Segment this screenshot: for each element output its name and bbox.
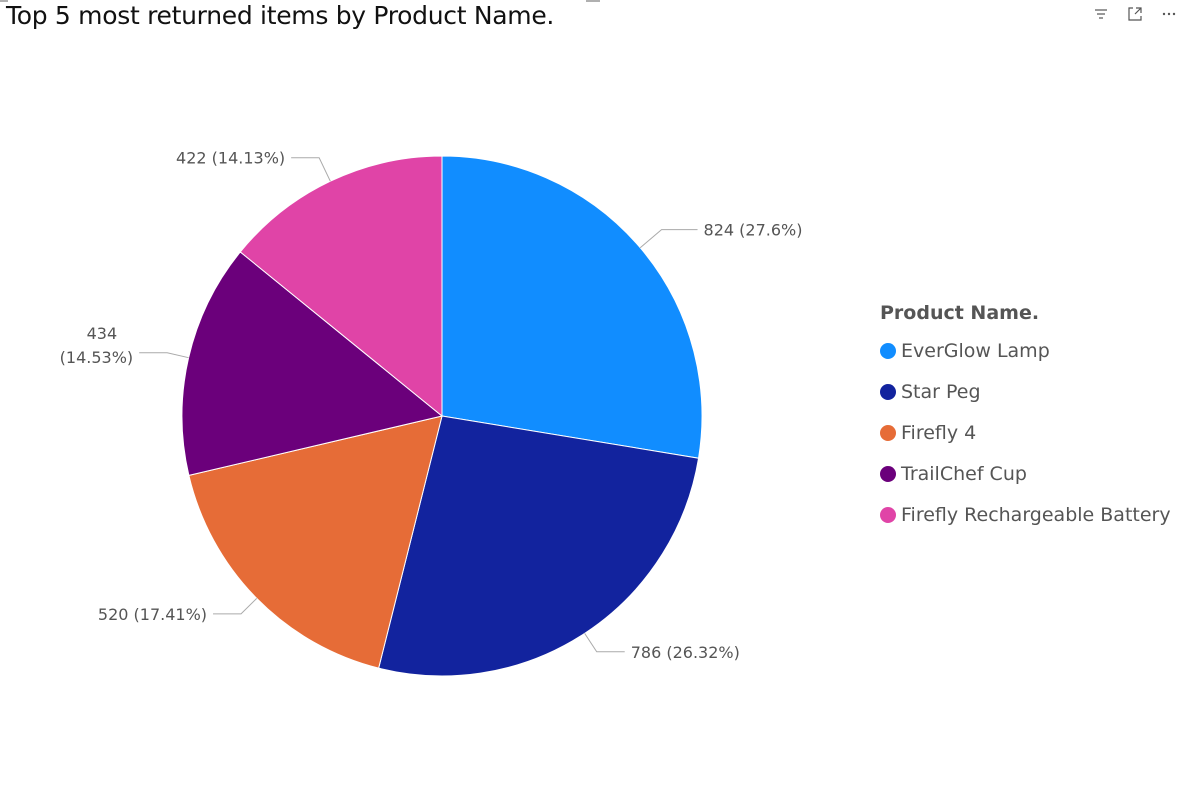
pie-slice[interactable] (441, 155, 703, 459)
leader-line (639, 229, 698, 249)
data-label: 422 (14.13%) (176, 149, 285, 168)
data-label: 520 (17.41%) (98, 605, 207, 624)
drag-handle[interactable] (586, 0, 600, 2)
legend-label: TrailChef Cup (901, 462, 1027, 485)
leader-line (291, 157, 331, 182)
data-label: 434 (14.53%) (60, 324, 134, 367)
filter-icon[interactable] (1091, 4, 1111, 24)
leader-line (213, 598, 258, 615)
legend-item[interactable]: TrailChef Cup (880, 453, 1171, 494)
legend-label: EverGlow Lamp (901, 339, 1050, 362)
legend-label: Firefly Rechargeable Battery (901, 503, 1171, 526)
legend-marker (880, 424, 896, 441)
legend-item[interactable]: Star Peg (880, 371, 1171, 412)
legend-marker (880, 383, 896, 400)
focus-mode-icon[interactable] (1125, 4, 1145, 24)
more-options-icon[interactable] (1159, 4, 1179, 24)
leader-line (584, 633, 625, 653)
legend-label: Star Peg (901, 380, 981, 403)
legend-marker (880, 465, 896, 482)
legend-item[interactable]: Firefly Rechargeable Battery (880, 494, 1171, 535)
legend-marker (880, 342, 896, 359)
legend-marker (880, 506, 896, 523)
legend-item[interactable]: Firefly 4 (880, 412, 1171, 453)
visual-toolbar (1091, 4, 1179, 24)
data-label: 824 (27.6%) (704, 221, 803, 240)
data-label: 786 (26.32%) (631, 643, 740, 662)
legend-label: Firefly 4 (901, 421, 977, 444)
leader-line (139, 352, 189, 359)
pie-slice[interactable] (188, 415, 443, 669)
legend-item[interactable]: EverGlow Lamp (880, 330, 1171, 371)
pie-slice[interactable] (378, 415, 700, 677)
legend: Product Name. EverGlow Lamp Star Peg Fir… (880, 302, 1171, 535)
frame-corner-mark (0, 0, 8, 2)
pie-slice[interactable] (239, 155, 443, 418)
chart-title: Top 5 most returned items by Product Nam… (6, 1, 555, 30)
legend-title: Product Name. (880, 302, 1040, 324)
pie-slice[interactable] (181, 251, 444, 476)
